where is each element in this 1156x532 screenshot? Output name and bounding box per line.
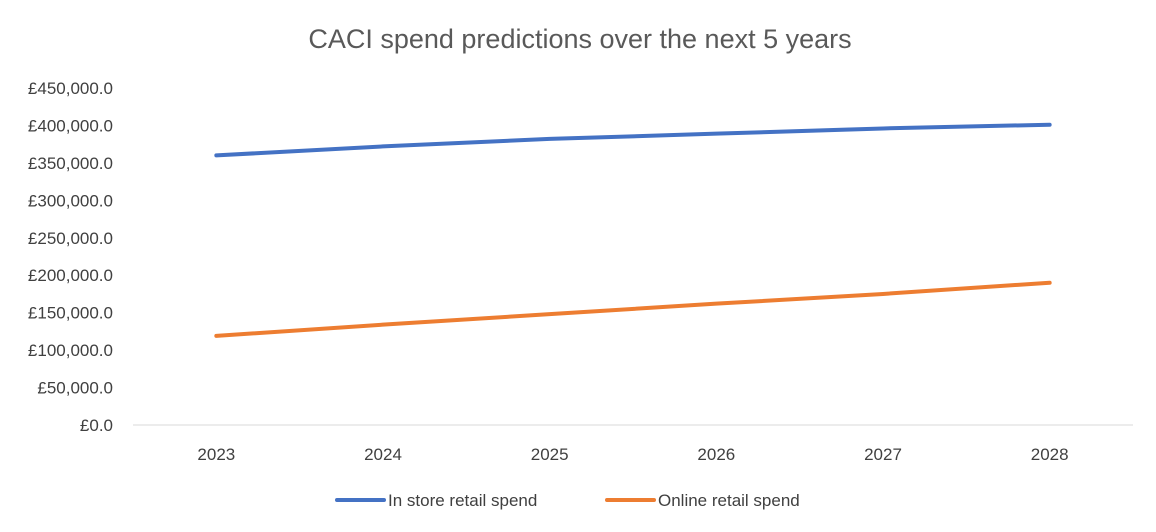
- y-tick-label: £350,000.0: [28, 154, 113, 173]
- chart-title: CACI spend predictions over the next 5 y…: [308, 24, 851, 54]
- series-lines: [214, 122, 1052, 338]
- x-tick-label: 2025: [531, 445, 569, 464]
- y-tick-label: £0.0: [80, 416, 113, 435]
- x-tick-label: 2024: [364, 445, 402, 464]
- y-tick-label: £50,000.0: [37, 379, 113, 398]
- x-tick-label: 2028: [1031, 445, 1069, 464]
- x-axis-ticks: 2023 2024 2025 2026 2027 2028: [197, 445, 1068, 464]
- legend-label: In store retail spend: [388, 491, 537, 510]
- legend: In store retail spend Online retail spend: [335, 491, 800, 510]
- y-tick-label: £150,000.0: [28, 304, 113, 323]
- y-axis-ticks: £0.0 £50,000.0 £100,000.0 £150,000.0 £200,00…: [28, 79, 113, 435]
- x-tick-label: 2026: [697, 445, 735, 464]
- y-tick-label: £200,000.0: [28, 266, 113, 285]
- series-line-online: [214, 280, 1052, 338]
- y-tick-label: £250,000.0: [28, 229, 113, 248]
- series-line-in-store: [214, 122, 1052, 158]
- y-tick-label: £100,000.0: [28, 341, 113, 360]
- x-tick-label: 2027: [864, 445, 902, 464]
- y-tick-label: £450,000.0: [28, 79, 113, 98]
- x-tick-label: 2023: [197, 445, 235, 464]
- y-tick-label: £400,000.0: [28, 116, 113, 135]
- legend-label: Online retail spend: [658, 491, 800, 510]
- y-tick-label: £300,000.0: [28, 191, 113, 210]
